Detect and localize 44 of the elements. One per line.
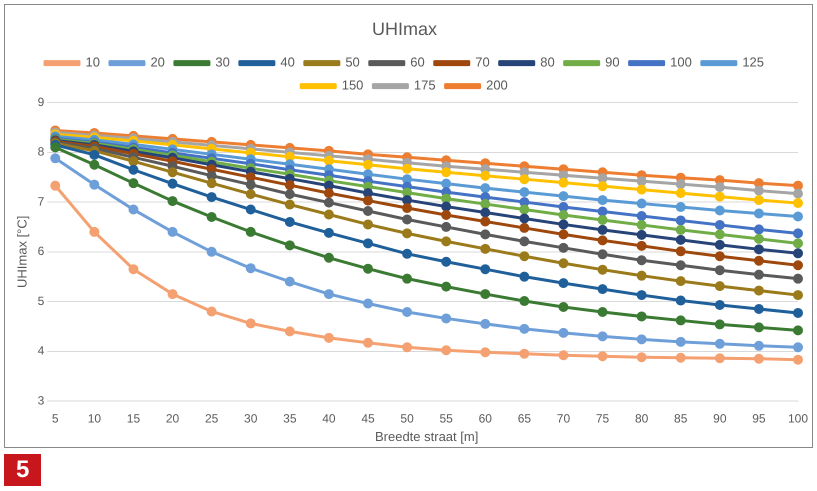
- x-tick-label: 60: [478, 412, 492, 426]
- legend-label: 70: [475, 54, 490, 70]
- y-tick-label: 8: [38, 144, 45, 159]
- x-tick-label: 30: [244, 412, 258, 426]
- y-tick-label: 5: [38, 294, 45, 308]
- x-tick-label: 80: [634, 412, 649, 426]
- legend-label: 40: [280, 54, 295, 70]
- y-axis-title: UHImax [°C]: [14, 216, 30, 288]
- legend-label: 100: [670, 54, 692, 70]
- legend-label: 80: [540, 54, 555, 70]
- x-tick-label: 20: [166, 412, 180, 426]
- x-tick-label: 50: [400, 412, 414, 426]
- x-tick-label: 65: [518, 412, 532, 426]
- x-tick-label: 25: [204, 412, 219, 426]
- y-tick-label: 6: [38, 244, 45, 258]
- x-tick-label: 5: [52, 412, 59, 426]
- legend-label: 10: [85, 54, 100, 70]
- x-axis-title: Breedte straat [m]: [374, 428, 478, 444]
- x-tick-label: 70: [556, 412, 570, 426]
- x-tick-label: 15: [126, 412, 140, 426]
- y-tick-label: 3: [38, 393, 45, 408]
- y-tick-label: 7: [38, 194, 45, 208]
- legend-label: 60: [410, 54, 425, 70]
- x-tick-label: 95: [752, 412, 766, 426]
- legend-label: 150: [342, 78, 364, 93]
- y-tick-label: 4: [38, 344, 45, 358]
- legend-label: 200: [486, 78, 508, 93]
- legend-label: 125: [742, 54, 764, 70]
- x-tick-label: 45: [361, 412, 375, 426]
- x-tick-label: 35: [283, 412, 297, 426]
- legend-label: 30: [215, 54, 230, 70]
- y-tick-label: 9: [38, 94, 45, 109]
- legend-label: 20: [150, 54, 165, 70]
- legend-label: 175: [414, 78, 436, 93]
- x-tick-label: 55: [440, 412, 454, 426]
- chart-title: UHImax: [372, 18, 438, 39]
- x-tick-label: 75: [596, 412, 610, 426]
- x-tick-label: 90: [713, 412, 727, 426]
- x-tick-label: 100: [788, 412, 808, 426]
- x-tick-label: 85: [674, 412, 688, 426]
- x-tick-label: 10: [88, 412, 102, 426]
- legend-label: 90: [605, 54, 620, 70]
- legend-label: 50: [345, 54, 360, 70]
- x-tick-label: 40: [322, 412, 336, 426]
